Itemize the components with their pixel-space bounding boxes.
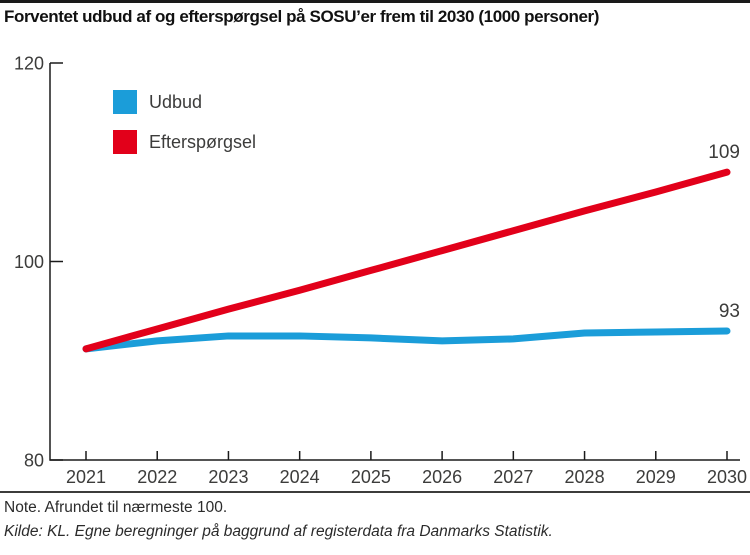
x-tick-label: 2023 bbox=[208, 467, 248, 487]
series-line-udbud bbox=[82, 327, 731, 353]
y-tick-label: 100 bbox=[14, 252, 44, 272]
chart-source: Kilde: KL. Egne beregninger på baggrund … bbox=[4, 523, 553, 540]
chart-note: Note. Afrundet til nærmeste 100. bbox=[4, 499, 228, 516]
x-tick-label: 2026 bbox=[422, 467, 462, 487]
line-chart: 80 100 120 2021 2022 2023 2024 2025 2026 2027 2028… bbox=[14, 54, 747, 488]
series-line-efterspoergsel bbox=[82, 168, 731, 353]
x-tick-label: 2029 bbox=[636, 467, 676, 487]
legend-label-udbud: Udbud bbox=[149, 92, 203, 112]
end-label-udbud: 93 bbox=[719, 301, 740, 322]
chart-title: Forventet udbud af og efterspørgsel på S… bbox=[4, 7, 599, 26]
x-tick-label: 2022 bbox=[137, 467, 177, 487]
legend-label-efterspoergsel: Efterspørgsel bbox=[149, 132, 257, 152]
legend: Udbud Efterspørgsel bbox=[113, 90, 256, 170]
legend-item-efterspoergsel: Efterspørgsel bbox=[113, 130, 256, 154]
x-tick-label: 2028 bbox=[565, 467, 605, 487]
y-tick-label: 80 bbox=[24, 451, 44, 471]
x-tick-label: 2024 bbox=[280, 467, 320, 487]
x-tick-label: 2030 bbox=[707, 467, 747, 487]
footer-divider bbox=[0, 491, 750, 493]
x-tick-label: 2027 bbox=[493, 467, 533, 487]
top-rule bbox=[0, 0, 750, 3]
legend-item-udbud: Udbud bbox=[113, 90, 256, 114]
efterspoergsel-swatch bbox=[113, 130, 137, 154]
x-tick-label: 2021 bbox=[66, 467, 106, 487]
udbud-swatch bbox=[113, 90, 137, 114]
y-tick-label: 120 bbox=[14, 54, 44, 74]
x-tick-label: 2025 bbox=[351, 467, 391, 487]
end-label-efterspoergsel: 109 bbox=[708, 142, 740, 163]
